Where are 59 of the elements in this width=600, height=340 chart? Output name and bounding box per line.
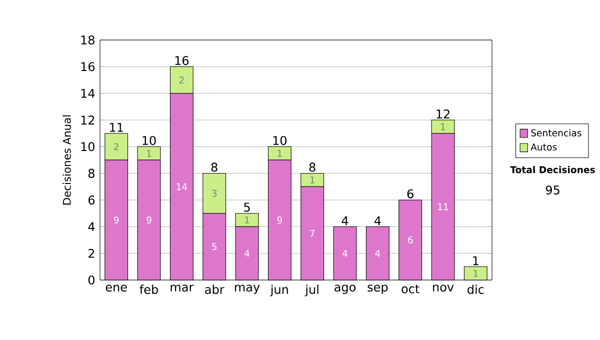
x-tick-label: jul — [304, 284, 318, 296]
x-tick-label: feb — [140, 284, 158, 294]
data-label: 2 — [114, 143, 118, 150]
x-tick-label: abr — [205, 284, 224, 294]
x-tick-label: dic — [468, 284, 484, 294]
data-label: 2 — [179, 76, 184, 84]
y-tick-label: 6 — [88, 195, 95, 205]
x-tick-label: may — [235, 284, 260, 294]
y-axis-title: Decisiones Anual — [62, 115, 71, 205]
data-label: 1 — [474, 270, 478, 277]
x-tick-label: ene — [106, 284, 127, 292]
x-tick-label: sep — [368, 284, 388, 294]
total-label: 16 — [175, 56, 189, 66]
y-tick-label: 4 — [88, 222, 95, 232]
data-label: 14 — [176, 183, 188, 190]
x-tick-label: jun — [270, 284, 288, 296]
total-label: 4 — [374, 216, 381, 226]
total-label: 8 — [309, 162, 316, 172]
x-tick-label: nov — [433, 284, 454, 292]
x-tick-label: ago — [334, 284, 356, 294]
data-label: 1 — [310, 176, 314, 184]
data-label: 4 — [342, 250, 348, 257]
total-label: 4 — [342, 216, 348, 226]
data-label: 1 — [278, 150, 282, 157]
x-tick-label: mar — [170, 284, 194, 292]
data-label: 9 — [114, 216, 119, 224]
total-label: 12 — [436, 109, 450, 118]
total-label: 8 — [211, 162, 218, 172]
total-label: 1 — [473, 256, 478, 266]
data-label: 4 — [244, 250, 250, 257]
text: 95 — [546, 185, 560, 195]
data-label: 3 — [212, 190, 217, 197]
data-label: 4 — [375, 250, 380, 257]
total-label: 6 — [407, 189, 414, 198]
y-tick-label: 12 — [81, 116, 94, 124]
legend-label: Autos — [530, 144, 557, 151]
x-tick-label: oct — [402, 284, 420, 294]
total-label: 11 — [110, 122, 123, 132]
data-label: 11 — [438, 203, 448, 210]
y-tick-label: 8 — [88, 168, 94, 178]
y-tick-label: 18 — [81, 35, 94, 45]
data-label: 1 — [245, 216, 250, 224]
data-label: 7 — [310, 230, 315, 237]
data-label: 9 — [277, 216, 282, 224]
data-label: 5 — [212, 243, 216, 250]
y-tick-label: 10 — [81, 142, 94, 152]
text: Total Decisiones — [510, 166, 595, 174]
data-label: 1 — [441, 123, 446, 130]
legend-label: Sentencias — [531, 129, 582, 136]
y-tick-label: 0 — [88, 275, 94, 285]
data-label: 9 — [146, 216, 152, 224]
data-label: 6 — [408, 236, 413, 244]
total-label: 10 — [142, 136, 156, 146]
y-tick-label: 14 — [81, 88, 95, 98]
y-tick-label: 2 — [88, 248, 94, 258]
data-label: 1 — [147, 150, 152, 157]
total-label: 5 — [244, 202, 250, 212]
total-label: 10 — [273, 136, 287, 146]
y-tick-label: 16 — [81, 62, 95, 72]
